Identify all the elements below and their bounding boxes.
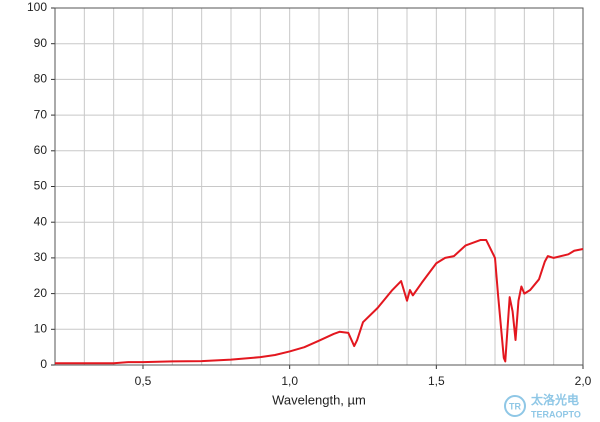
- y-tick-label: 60: [34, 143, 48, 157]
- y-tick-label: 0: [40, 357, 47, 371]
- y-tick-label: 80: [34, 72, 48, 86]
- watermark-name: 太洛光电: [531, 392, 579, 407]
- watermark-icon: TR: [509, 401, 521, 411]
- y-tick-label: 90: [34, 36, 48, 50]
- y-tick-label: 50: [34, 179, 48, 193]
- y-tick-label: 70: [34, 107, 48, 121]
- data-line: [55, 239, 584, 365]
- x-tick-label: 0,5: [135, 374, 152, 388]
- plot-frame: [54, 7, 584, 366]
- x-axis-label: Wavelength, µm: [272, 392, 366, 407]
- y-tick-label: 40: [34, 214, 48, 228]
- y-tick-label: 20: [34, 286, 48, 300]
- watermark-icon-ring: [504, 395, 526, 417]
- watermark-brand: TERAOPTO: [531, 409, 581, 419]
- x-tick-label: 1,5: [428, 374, 445, 388]
- y-tick-label: 30: [34, 250, 48, 264]
- x-tick-label: 2,0: [575, 374, 592, 388]
- x-tick-label: 1,0: [281, 374, 298, 388]
- y-tick-label: 10: [34, 321, 48, 335]
- y-tick-label: 100: [27, 0, 47, 14]
